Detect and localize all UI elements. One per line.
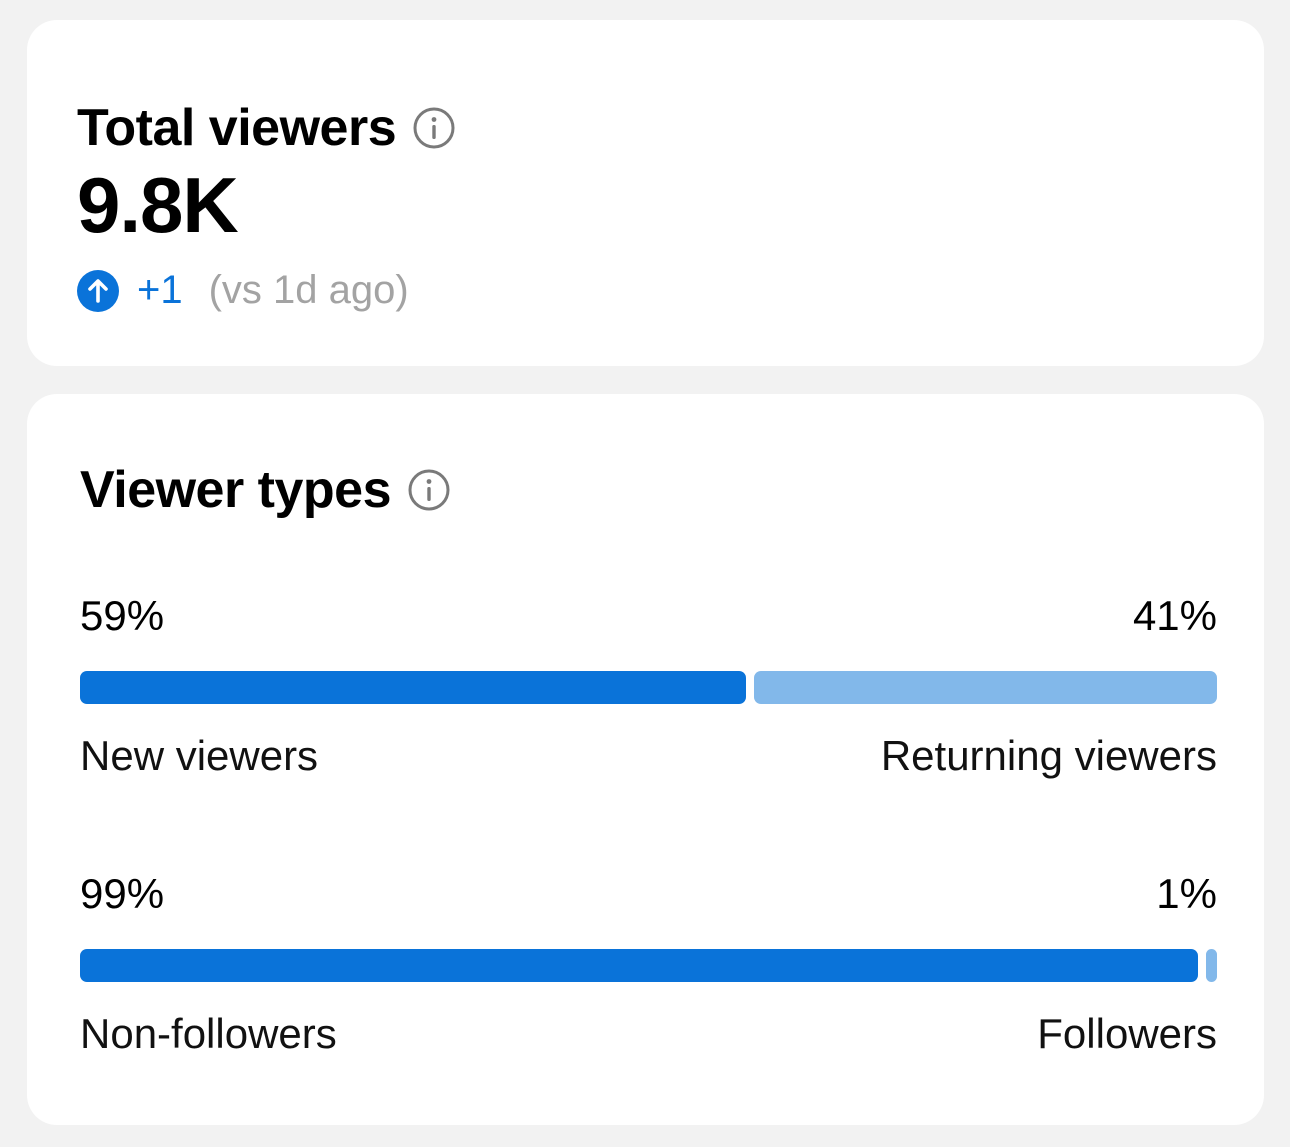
total-viewers-heading-row: Total viewers [77, 98, 456, 158]
followers-bar-segment [1205, 949, 1217, 982]
non-followers-bar-segment [80, 949, 1198, 982]
new-vs-returning-bar [80, 671, 1217, 704]
returning-viewers-bar-segment [754, 671, 1217, 704]
viewer-types-card: Viewer types 59% 41% New viewers Returni… [27, 394, 1264, 1125]
non-followers-percent: 99% [80, 870, 165, 917]
total-viewers-value: 9.8K [77, 161, 239, 249]
non-followers-label: Non-followers [80, 1010, 337, 1057]
info-icon[interactable] [412, 106, 456, 150]
returning-viewers-percent: 41% [1132, 592, 1217, 639]
viewer-types-heading-row: Viewer types [80, 460, 451, 520]
viewer-types-title: Viewer types [80, 461, 392, 519]
new-viewers-label: New viewers [80, 732, 319, 779]
total-viewers-delta: +1 (vs 1d ago) [77, 268, 409, 313]
followers-bar [80, 949, 1217, 982]
followers-split: 99% 1% Non-followers Followers [80, 864, 1217, 1064]
returning-viewers-label: Returning viewers [880, 732, 1217, 779]
total-viewers-card: Total viewers 9.8K +1 (vs 1d ago) [27, 20, 1264, 366]
total-viewers-title: Total viewers [77, 99, 397, 157]
followers-label: Followers [1037, 1010, 1217, 1057]
info-icon[interactable] [407, 468, 451, 512]
arrow-up-circle-icon [77, 269, 119, 312]
new-viewers-percent: 59% [80, 592, 165, 639]
new-viewers-bar-segment [80, 671, 747, 704]
delta-comparison-note: (vs 1d ago) [208, 268, 409, 312]
delta-value: +1 [137, 268, 183, 312]
followers-percent: 1% [1156, 870, 1217, 917]
new-vs-returning-split: 59% 41% New viewers Returning viewers [80, 586, 1217, 786]
